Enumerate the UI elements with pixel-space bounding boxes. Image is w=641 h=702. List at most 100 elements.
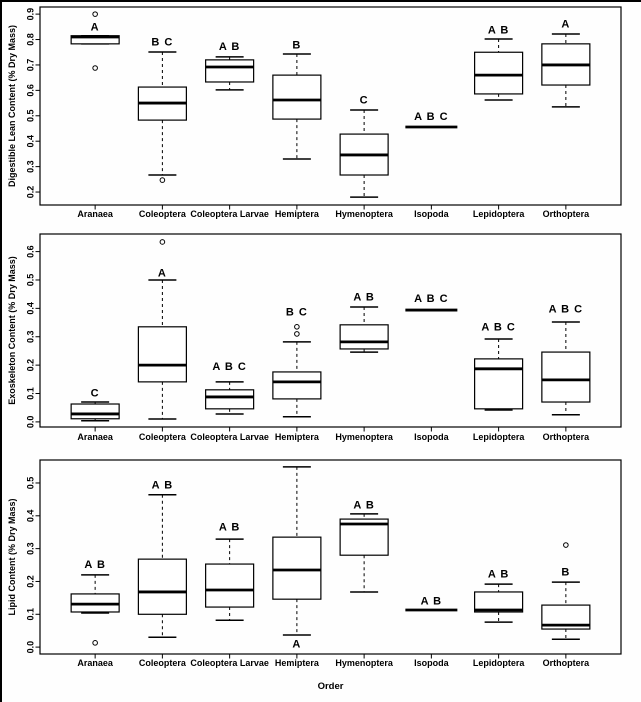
panel-svg-digestible-lean: 0.2 0.3 0.4 0.5 0.6 0.7 0.8 0.9 Digestible Lean …: [7, 6, 622, 219]
significance-letters: A: [561, 19, 570, 31]
iqr-box: [137, 326, 187, 383]
y-tick-label: 0.3: [25, 160, 35, 173]
significance-letters: A B C: [549, 303, 584, 315]
iqr-box: [339, 324, 389, 350]
iqr-box: [541, 604, 591, 630]
significance-letters: A B: [219, 41, 241, 53]
y-tick-label: 0.2: [25, 186, 35, 199]
boxplot-orthoptera: A: [541, 19, 591, 108]
x-tick-label: Lepidoptera: [473, 432, 525, 442]
x-tick-label: Coleoptera: [139, 432, 187, 442]
x-tick-label: Orthoptera: [543, 209, 590, 219]
boxplot-hemiptera: A: [272, 466, 322, 651]
x-tick-label: Coleoptera Larvae: [190, 658, 269, 668]
x-tick-label: Hymenoptera: [335, 432, 394, 442]
significance-letters: A B: [488, 24, 510, 36]
y-tick-label: 0.6: [25, 84, 35, 97]
significance-letters: A B: [84, 559, 106, 571]
y-tick-label: 0.4: [25, 302, 35, 315]
panel-lipid-content: 0.0 0.1 0.2 0.3 0.4 0.5 Lipid Content (% Dry M…: [2, 457, 641, 702]
significance-letters: A B: [488, 569, 510, 581]
y-tick-label: 0.5: [25, 477, 35, 490]
boxplot-hymenoptera: A B: [339, 292, 389, 353]
y-tick-label: 0.5: [25, 274, 35, 287]
y-tick-label: 0.0: [25, 416, 35, 429]
outlier-point: [294, 331, 300, 337]
iqr-box: [272, 536, 322, 600]
y-tick-label: 0.3: [25, 330, 35, 343]
boxplot-lepidoptera: A B: [474, 24, 524, 101]
boxplot-coleoptera: A: [137, 239, 187, 420]
significance-letters: B: [561, 566, 570, 578]
x-tick-label: Isopoda: [414, 209, 449, 219]
iqr-box: [474, 591, 524, 613]
x-tick-label: Coleoptera: [139, 658, 187, 668]
x-tick-label: Coleoptera Larvae: [190, 209, 269, 219]
boxplot-coleoptera: A B: [137, 479, 187, 639]
significance-letters: A B C: [481, 321, 516, 333]
iqr-box: [272, 371, 322, 400]
significance-letters: A B C: [212, 361, 247, 373]
boxplot-orthoptera: A B C: [541, 303, 591, 416]
x-tick-label: Hemiptera: [275, 432, 320, 442]
x-tick-label: Hemiptera: [275, 658, 320, 668]
y-axis-label: Digestible Lean Content (% Dry Mass): [7, 25, 17, 187]
x-tick-label: Aranaea: [77, 209, 114, 219]
boxplot-hymenoptera: A B: [339, 499, 389, 593]
significance-letters: A: [292, 639, 301, 651]
boxplot-coleoptera-larvae: A B C: [205, 361, 255, 415]
x-tick-label: Isopoda: [414, 432, 449, 442]
boxplot-coleoptera-larvae: A B: [205, 521, 255, 621]
significance-letters: C: [91, 387, 100, 399]
iqr-box: [205, 59, 255, 83]
plot-frame: [39, 459, 622, 655]
iqr-box: [205, 389, 255, 410]
outlier-point: [92, 11, 98, 17]
significance-letters: C: [360, 95, 369, 107]
x-tick-label: Hymenoptera: [335, 209, 394, 219]
y-tick-label: 0.1: [25, 608, 35, 621]
boxplot-coleoptera: B C: [137, 37, 187, 183]
boxplot-aranaea: A: [70, 11, 120, 71]
x-tick-label: Aranaea: [77, 432, 114, 442]
boxplot-orthoptera: B: [541, 542, 591, 640]
y-axis-label: Lipid Content (% Dry Mass): [7, 498, 17, 615]
boxplot-hemiptera: B: [272, 39, 322, 160]
boxplot-hymenoptera: C: [339, 95, 389, 198]
boxplot-coleoptera-larvae: A B: [205, 41, 255, 91]
iqr-box: [272, 74, 322, 120]
panel-svg-lipid: 0.0 0.1 0.2 0.3 0.4 0.5 Lipid Content (% Dry M…: [7, 459, 622, 692]
y-tick-label: 0.2: [25, 359, 35, 372]
y-tick-label: 0.4: [25, 135, 35, 148]
iqr-box: [474, 51, 524, 95]
iqr-box: [70, 403, 120, 420]
panel-exoskeleton-content: 0.0 0.1 0.2 0.3 0.4 0.5 0.6 Exoskeleton Content…: [2, 232, 641, 462]
significance-letters: A B C: [414, 293, 449, 305]
significance-letters: A: [158, 267, 167, 279]
boxplot-lepidoptera: A B: [474, 569, 524, 623]
x-tick-label: Aranaea: [77, 658, 114, 668]
x-tick-label: Lepidoptera: [473, 209, 525, 219]
y-tick-label: 0.0: [25, 641, 35, 654]
outlier-point: [159, 239, 166, 245]
iqr-box: [541, 351, 591, 403]
significance-letters: B: [292, 39, 301, 51]
x-tick-label: Coleoptera: [139, 209, 187, 219]
boxplot-aranaea: A B: [70, 559, 120, 646]
outlier-point: [92, 640, 98, 646]
significance-letters: A: [91, 21, 100, 33]
boxplot-aranaea: C: [70, 387, 120, 422]
significance-letters: A B C: [414, 111, 449, 123]
y-tick-label: 0.2: [25, 575, 35, 588]
significance-letters: B C: [286, 307, 308, 319]
outlier-point: [159, 177, 166, 183]
y-tick-label: 0.6: [25, 245, 35, 258]
y-tick-label: 0.3: [25, 542, 35, 555]
outlier-point: [563, 542, 569, 548]
y-tick-label: 0.9: [25, 8, 35, 21]
x-tick-label: Coleoptera Larvae: [190, 432, 269, 442]
panel-svg-exoskeleton: 0.0 0.1 0.2 0.3 0.4 0.5 0.6 Exoskeleton Content…: [7, 233, 622, 442]
significance-letters: A B: [353, 292, 375, 304]
x-tick-label: Orthoptera: [543, 658, 590, 668]
